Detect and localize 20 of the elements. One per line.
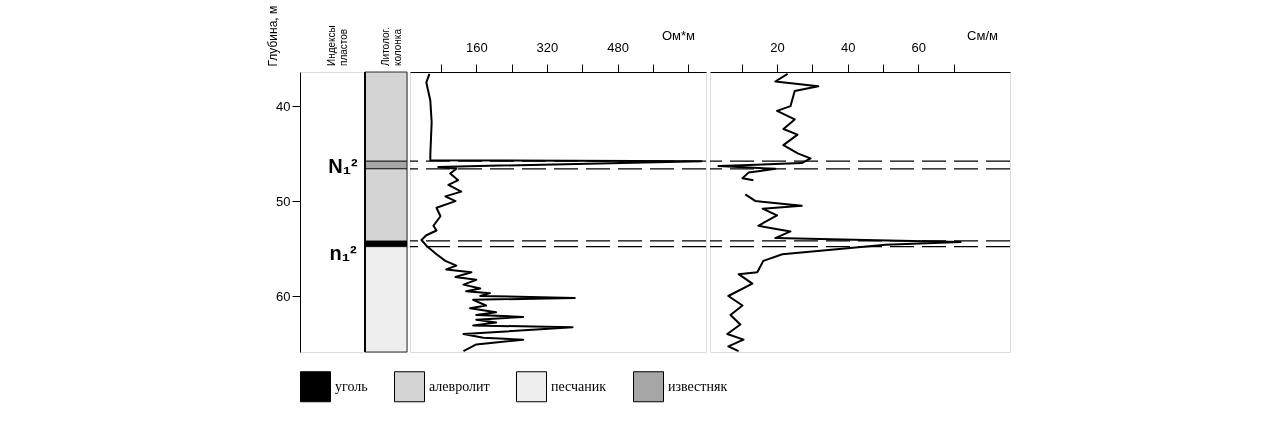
y-tick-label: 50 — [276, 193, 291, 209]
x-tick-label: 480 — [607, 39, 629, 55]
x-axis-title: Ом*м — [661, 27, 696, 43]
text: Литолог. колонка — [380, 27, 403, 66]
x-tick-label: 160 — [465, 39, 488, 55]
legend-label: песчаник — [551, 378, 607, 394]
y-axis-title: Глубина, м — [265, 5, 280, 67]
x-tick-label: 40 — [840, 39, 856, 55]
legend-label: известняк — [668, 378, 728, 394]
text: Индексы пластов — [326, 25, 349, 66]
x-tick-label: 20 — [770, 39, 785, 55]
legend-label: уголь — [335, 378, 368, 394]
y-tick-label: 60 — [276, 288, 291, 304]
x-tick-label: 320 — [536, 39, 559, 55]
legend-label: алевролит — [429, 378, 490, 394]
annotation: n₁² — [329, 242, 357, 264]
y-tick-label: 40 — [276, 98, 291, 114]
x-axis-title: См/м — [967, 27, 998, 43]
annotation: N₁² — [328, 155, 359, 177]
x-tick-label: 60 — [911, 39, 926, 55]
